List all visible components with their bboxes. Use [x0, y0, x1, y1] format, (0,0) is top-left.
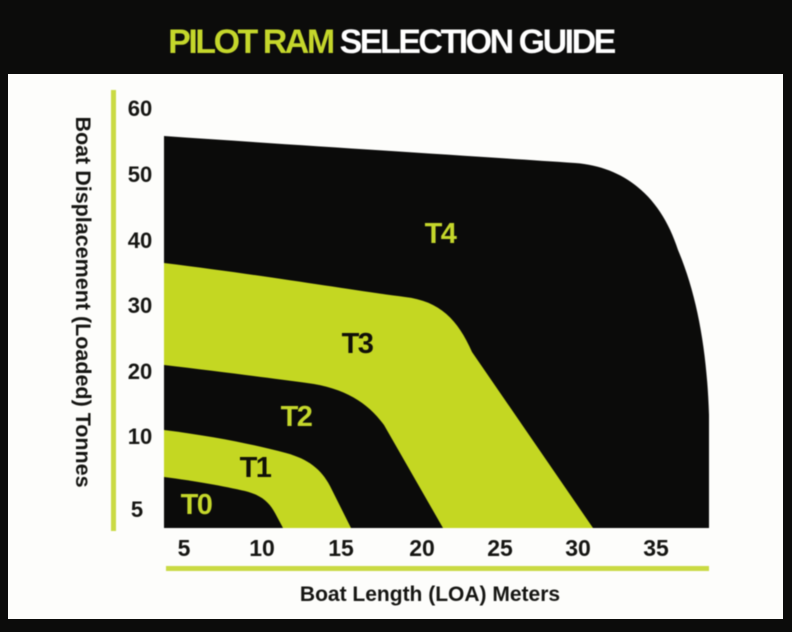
svg-text:T0: T0 [181, 489, 212, 521]
svg-text:T1: T1 [240, 452, 272, 484]
svg-text:Boat Displacement (Loaded) Ton: Boat Displacement (Loaded) Tonnes [71, 116, 95, 487]
svg-text:15: 15 [328, 535, 354, 561]
svg-text:60: 60 [128, 96, 152, 121]
svg-text:20: 20 [409, 535, 435, 561]
svg-text:10: 10 [128, 424, 152, 449]
svg-text:50: 50 [128, 162, 152, 187]
svg-text:25: 25 [487, 535, 513, 561]
svg-text:5: 5 [131, 497, 143, 522]
svg-text:35: 35 [643, 535, 669, 561]
svg-text:10: 10 [249, 535, 275, 561]
svg-text:40: 40 [128, 228, 152, 253]
svg-text:5: 5 [178, 535, 191, 561]
svg-text:T3: T3 [342, 328, 374, 360]
svg-text:20: 20 [128, 359, 152, 384]
svg-text:T4: T4 [425, 218, 457, 250]
svg-text:Boat Length (LOA) Meters: Boat Length (LOA) Meters [300, 583, 560, 606]
svg-text:30: 30 [128, 293, 152, 318]
svg-text:30: 30 [565, 535, 591, 561]
svg-text:T2: T2 [281, 401, 312, 433]
